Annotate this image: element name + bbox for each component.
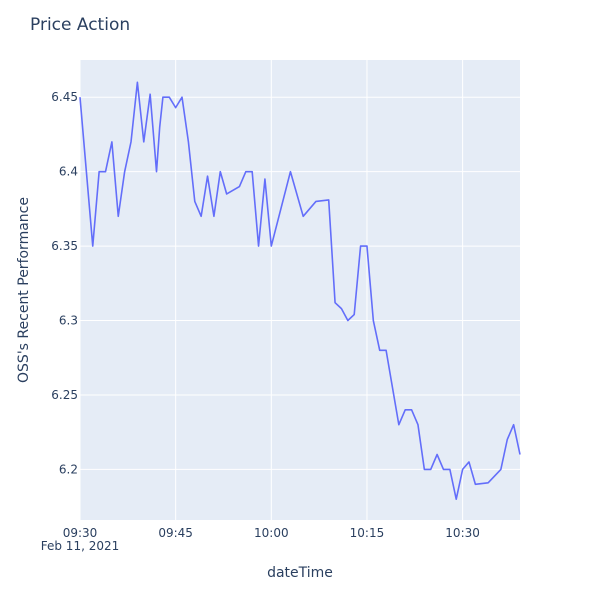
y-tick-label: 6.45 <box>51 90 78 104</box>
x-axis-date-label: Feb 11, 2021 <box>41 539 120 553</box>
y-axis-title: OSS's Recent Performance <box>16 197 32 383</box>
chart-title: Price Action <box>30 15 130 35</box>
tick-labels: 09:30 09:45 10:00 10:15 10:30 6.2 6.25 6.3 6.35 6… <box>51 90 480 540</box>
x-tick-label: 09:30 <box>63 526 98 540</box>
y-tick-label: 6.25 <box>51 388 78 402</box>
x-tick-label: 10:30 <box>445 526 480 540</box>
y-tick-label: 6.35 <box>51 239 78 253</box>
x-axis-title: dateTime <box>267 565 333 581</box>
y-tick-label: 6.3 <box>59 314 78 328</box>
y-tick-label: 6.2 <box>59 462 78 476</box>
x-tick-label: 10:15 <box>350 526 385 540</box>
x-tick-label: 10:00 <box>254 526 289 540</box>
x-tick-label: 09:45 <box>158 526 193 540</box>
series-layer <box>79 81 521 500</box>
y-tick-label: 6.4 <box>59 165 78 179</box>
grid <box>79 60 520 520</box>
price-line <box>79 81 521 500</box>
